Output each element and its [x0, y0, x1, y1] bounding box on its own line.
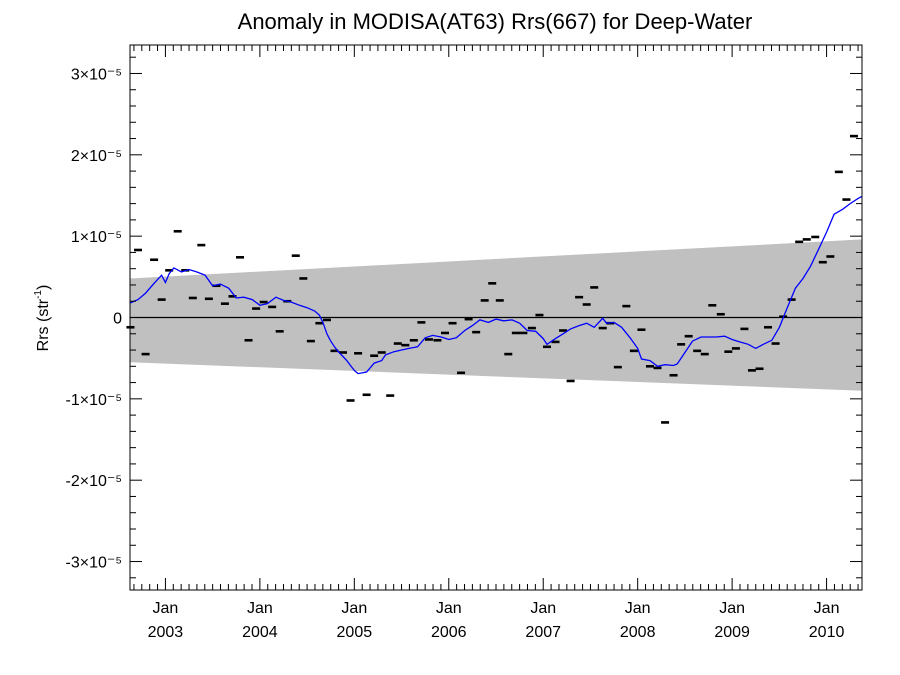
plot-area: 3×10⁻⁵ 2×10⁻⁵ 1×10⁻⁵ 0 -1×10⁻⁵ -2×10⁻⁵ -3×10⁻⁵…	[66, 44, 863, 641]
x-tick-label-month-5: Jan	[625, 600, 651, 617]
y-tick-label-2: 1×10⁻⁵	[71, 229, 122, 246]
x-tick-label-year-7: 2010	[809, 624, 845, 641]
x-tick-label-month-0: Jan	[153, 600, 179, 617]
x-tick-label-year-5: 2008	[620, 624, 656, 641]
y-tick-label-0: 3×10⁻⁵	[71, 66, 122, 83]
x-tick-label-month-4: Jan	[530, 600, 556, 617]
y-tick-label-6: -3×10⁻⁵	[66, 555, 122, 572]
confidence-band	[130, 239, 862, 391]
x-tick-label-month-2: Jan	[341, 600, 367, 617]
y-tick-label-3: 0	[113, 311, 122, 328]
x-tick-label-year-4: 2007	[525, 624, 561, 641]
x-tick-label-month-6: Jan	[719, 600, 745, 617]
x-tick-label-year-3: 2006	[431, 624, 467, 641]
x-tick-label-year-6: 2009	[714, 624, 750, 641]
y-tick-label-1: 2×10⁻⁵	[71, 148, 122, 165]
y-tick-label-5: -2×10⁻⁵	[66, 473, 122, 490]
x-tick-label-month-1: Jan	[247, 600, 273, 617]
smoothed-anomaly-line	[130, 195, 863, 375]
x-tick-label-month-7: Jan	[814, 600, 840, 617]
chart-title: Anomaly in MODISA(AT63) Rrs(667) for Dee…	[238, 9, 753, 34]
x-tick-label-year-1: 2004	[242, 624, 278, 641]
x-tick-label-year-2: 2005	[337, 624, 373, 641]
y-axis-label: Rrs (str-1)	[33, 285, 52, 352]
x-tick-label-month-3: Jan	[436, 600, 462, 617]
x-tick-label-year-0: 2003	[148, 624, 184, 641]
y-tick-label-4: -1×10⁻⁵	[66, 392, 122, 409]
